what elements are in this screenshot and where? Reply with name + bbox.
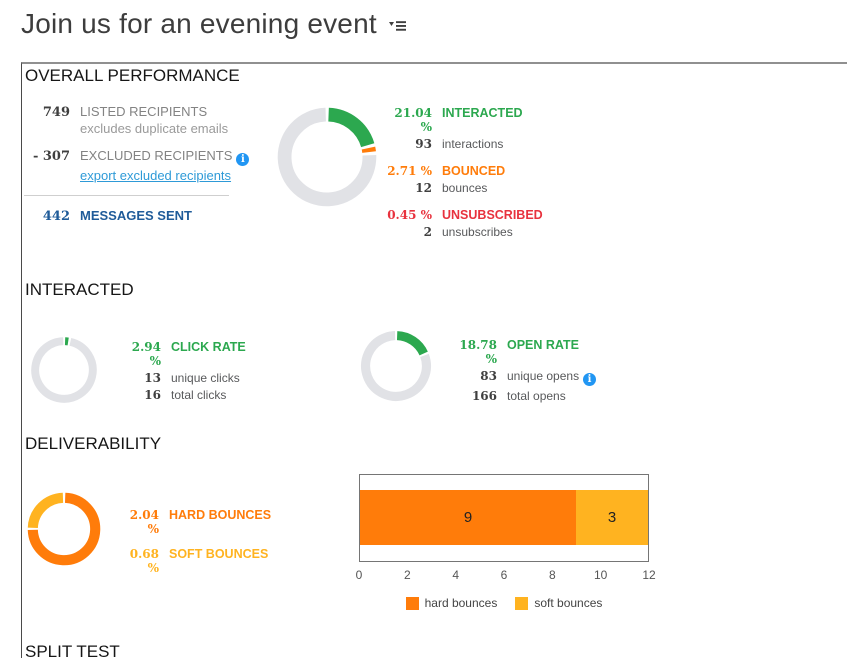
open-rate-pct: 18.78 %: [459, 338, 497, 366]
click-rate-block: 2.94 % CLICK RATE 13 unique clicks 16 to…: [28, 320, 358, 406]
hard-bounces-name: HARD BOUNCES: [169, 508, 272, 522]
interactions-count: 93: [415, 137, 432, 151]
section-overall-performance: OVERALL PERFORMANCE 749 LISTED RECIPIENT…: [24, 64, 847, 252]
section-split-test: SPLIT TEST: [24, 640, 847, 662]
excluded-recipients-info-icon[interactable]: i: [236, 153, 250, 166]
report-container: OVERALL PERFORMANCE 749 LISTED RECIPIENT…: [21, 62, 847, 661]
bounces-donut-block: 2.04 % HARD BOUNCES 0.68 % SOFT BOUNCES: [24, 474, 359, 610]
unique-clicks-label: unique clicks: [171, 371, 240, 385]
bounced-name: BOUNCED: [442, 164, 506, 178]
x-axis-tick-label: 0: [355, 568, 363, 582]
unsubscribes-count: 2: [423, 225, 432, 239]
unique-clicks-count: 13: [144, 371, 161, 385]
open-rate-name: OPEN RATE: [507, 338, 579, 352]
interacted-name: INTERACTED: [442, 106, 523, 120]
hard-bounces-pct: 2.04 %: [129, 508, 159, 536]
x-axis-tick-label: 2: [403, 568, 411, 582]
x-axis-tick-label: 4: [452, 568, 459, 582]
unsubscribes-label: unsubscribes: [442, 225, 513, 239]
messages-sent-count: 442: [42, 209, 70, 224]
listed-recipients-count: 749: [42, 105, 70, 120]
bar-chart-x-axis: 0 2 4 6 8 10 12: [355, 568, 656, 584]
click-rate-name: CLICK RATE: [171, 340, 246, 354]
bar-segment-hard-bounces: 9: [360, 490, 576, 545]
x-axis-tick-label: 6: [500, 568, 508, 582]
total-clicks-count: 16: [144, 388, 161, 402]
recipients-divider: [24, 195, 229, 196]
bounced-pct: 2.71 %: [387, 164, 432, 178]
excluded-recipients-count: - 307: [32, 149, 70, 164]
total-opens-label: total opens: [507, 389, 566, 403]
x-axis-tick-label: 10: [593, 568, 608, 582]
bar-chart-legend: hard bounces soft bounces: [359, 596, 649, 610]
listed-recipients-note: excludes duplicate emails: [80, 121, 229, 136]
soft-bounces-legend-label: soft bounces: [534, 596, 603, 610]
unique-opens-info-icon[interactable]: i: [583, 373, 597, 386]
open-rate-block: 18.78 % OPEN RATE 83 unique opens i 166 t…: [358, 320, 597, 406]
bounces-donut-chart: [25, 490, 103, 568]
export-excluded-recipients-link[interactable]: export excluded recipients: [80, 168, 232, 183]
section-interacted: INTERACTED 2.94 % CLICK RATE 13 unique c…: [24, 278, 847, 406]
split-test-heading: SPLIT TEST: [25, 642, 120, 661]
legend-item-soft-bounces: soft bounces: [515, 596, 602, 610]
hard-bounces-legend-label: hard bounces: [424, 596, 498, 610]
total-clicks-label: total clicks: [171, 388, 227, 402]
soft-bounces-swatch: [515, 596, 529, 610]
listed-recipients-row: 749 LISTED RECIPIENTS excludes duplicate…: [24, 104, 274, 136]
unsubscribed-pct: 0.45 %: [387, 208, 432, 222]
bounced-metric: 2.71 % BOUNCED 12 bounces: [380, 164, 543, 195]
bounces-label: bounces: [442, 181, 488, 195]
title-toggle-list-icon[interactable]: [388, 19, 407, 37]
unique-opens-count: 83: [480, 369, 497, 383]
unsubscribed-name: UNSUBSCRIBED: [442, 208, 543, 222]
listed-recipients-label: LISTED RECIPIENTS: [80, 104, 208, 119]
soft-bounces-name: SOFT BOUNCES: [169, 547, 269, 561]
recipient-stats: 749 LISTED RECIPIENTS excludes duplicate…: [24, 102, 274, 252]
page-title: Join us for an evening event: [21, 8, 377, 39]
excluded-recipients-label: EXCLUDED RECIPIENTS: [80, 148, 233, 163]
deliverability-heading: DELIVERABILITY: [25, 434, 162, 453]
section-deliverability: DELIVERABILITY 2.04 % HARD BOUNCES 0.68 …: [24, 432, 847, 610]
x-axis-tick-label: 12: [642, 568, 656, 582]
legend-item-hard-bounces: hard bounces: [405, 596, 498, 610]
x-axis-tick-label: 8: [548, 568, 556, 582]
title-row: Join us for an evening event: [21, 8, 847, 40]
total-opens-count: 166: [471, 389, 497, 403]
interacted-heading: INTERACTED: [25, 280, 134, 299]
unsubscribed-metric: 0.45 % UNSUBSCRIBED 2 unsubscribes: [380, 208, 543, 239]
hard-bounces-swatch: [405, 596, 419, 610]
interacted-pct: 21.04 %: [394, 106, 432, 134]
bounces-count: 12: [415, 181, 432, 195]
interacted-metric: 21.04 % INTERACTED 93 interactions: [380, 106, 543, 151]
soft-bounces-pct: 0.68 %: [129, 547, 159, 575]
messages-sent-row: 442 MESSAGES SENT: [24, 208, 274, 224]
unique-opens-label: unique opens i: [507, 369, 597, 386]
click-rate-donut-chart: [28, 334, 100, 406]
overall-performance-stats: 21.04 % INTERACTED 93 interactions 2.71 …: [380, 102, 543, 252]
open-rate-donut-chart: [358, 328, 434, 404]
messages-sent-label: MESSAGES SENT: [80, 208, 192, 223]
overall-performance-heading: OVERALL PERFORMANCE: [25, 66, 240, 85]
bar-segment-soft-bounces: 3: [576, 490, 648, 545]
interactions-label: interactions: [442, 137, 504, 151]
overall-performance-donut-chart: [274, 104, 380, 210]
click-rate-pct: 2.94 %: [131, 340, 161, 368]
excluded-recipients-row: - 307 EXCLUDED RECIPIENTS i export exclud…: [24, 148, 274, 183]
